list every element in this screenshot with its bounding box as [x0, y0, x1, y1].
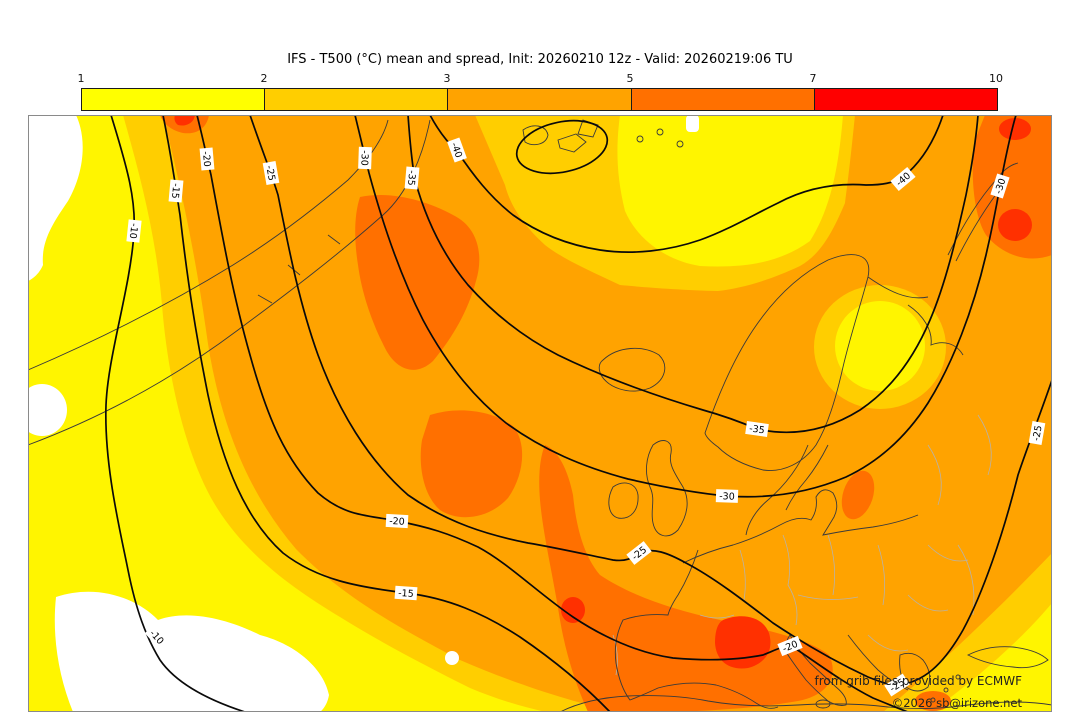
colorbar-scale [81, 88, 998, 111]
coastlines [27, 119, 1053, 713]
spread-yellow-layer [28, 115, 1052, 712]
country-borders [612, 414, 992, 676]
attribution-source: from grib files provided by ECMWF [814, 674, 1022, 688]
colorbar-tick: 1 [77, 72, 85, 85]
contour-minus-35 [407, 114, 979, 434]
colorbar-ticks: 1 2 3 5 7 10 [77, 72, 1004, 88]
contour-label: -25 [263, 165, 277, 182]
colorbar-tick: 10 [989, 72, 1003, 85]
scandinavia-coast [704, 254, 870, 471]
colorbar-segment [82, 89, 266, 110]
contour-label: -40 [448, 141, 464, 159]
colorbar-segment [631, 89, 815, 110]
contour-closed-low [515, 119, 609, 175]
map-frame [28, 115, 1052, 712]
uk-coast [646, 440, 688, 537]
contour-label: -20 [200, 151, 212, 167]
colorbar-tick: 2 [260, 72, 268, 85]
colorbar: 1 2 3 5 7 10 [77, 72, 1004, 112]
iceland-coast [598, 347, 666, 392]
black-sea-coast [966, 646, 1049, 669]
contour-minus-15 [162, 114, 611, 713]
map-canvas: -10 -15 -20 -25 -30 -35 -40 -10 -15 -20 … [17, 114, 1053, 713]
africa-coast [559, 695, 1053, 713]
iberia-coast [614, 549, 779, 709]
chart-title: IFS - T500 (°C) mean and spread, Init: 2… [287, 52, 793, 67]
colorbar-tick: 7 [809, 72, 817, 85]
colorbar-segment [265, 89, 449, 110]
contour-label: -30 [358, 150, 370, 166]
contour-minus-40 [429, 114, 944, 253]
contour-label: -25 [1031, 425, 1045, 442]
italy-coast [785, 634, 847, 706]
colorbar-segment [814, 89, 998, 110]
contour-minus-25 [249, 114, 1053, 686]
contour-label: -35 [748, 423, 765, 436]
contour-label: -15 [169, 183, 181, 199]
north-sea-coast [682, 489, 919, 564]
attribution-copyright: ©2026 sb@irizone.net [892, 696, 1023, 710]
contour-label: -30 [993, 177, 1008, 195]
baltic-coast [745, 444, 809, 536]
weather-map: -10 -15 -20 -25 -30 -35 -40 -10 -15 -20 … [17, 114, 1053, 713]
contour-label: -30 [719, 491, 735, 503]
contour-label: -10 [127, 223, 140, 240]
contour-label: -35 [405, 170, 417, 186]
ireland-coast [608, 482, 639, 519]
colorbar-tick: 5 [626, 72, 634, 85]
contour-label: -15 [398, 588, 414, 600]
contour-label: -20 [781, 639, 800, 655]
colorbar-tick: 3 [443, 72, 451, 85]
spread-white-layer [17, 115, 699, 712]
colorbar-segment [448, 89, 632, 110]
contour-label: -20 [389, 516, 405, 528]
